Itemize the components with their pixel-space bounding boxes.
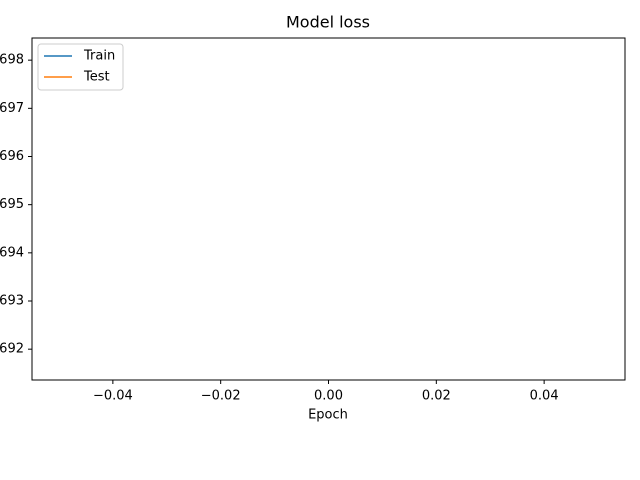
x-tick-label: 0.00	[314, 389, 343, 404]
y-tick-label: 698	[0, 53, 24, 68]
x-tick-label: −0.02	[201, 389, 241, 404]
y-tick-label: 694	[0, 245, 24, 260]
x-tick-label: 0.02	[422, 389, 451, 404]
legend-label: Test	[83, 70, 110, 85]
x-axis-label: Epoch	[308, 408, 348, 423]
x-tick-label: −0.04	[93, 389, 133, 404]
legend-label: Train	[83, 49, 115, 64]
x-tick-label: 0.04	[530, 389, 559, 404]
plot-frame	[31, 37, 626, 381]
chart-title: Model loss	[286, 13, 370, 32]
y-tick-label: 696	[0, 149, 24, 164]
y-tick-label: 693	[0, 294, 24, 309]
y-tick-label: 695	[0, 197, 24, 212]
y-tick-label: 692	[0, 342, 24, 357]
y-tick-label: 697	[0, 101, 24, 116]
